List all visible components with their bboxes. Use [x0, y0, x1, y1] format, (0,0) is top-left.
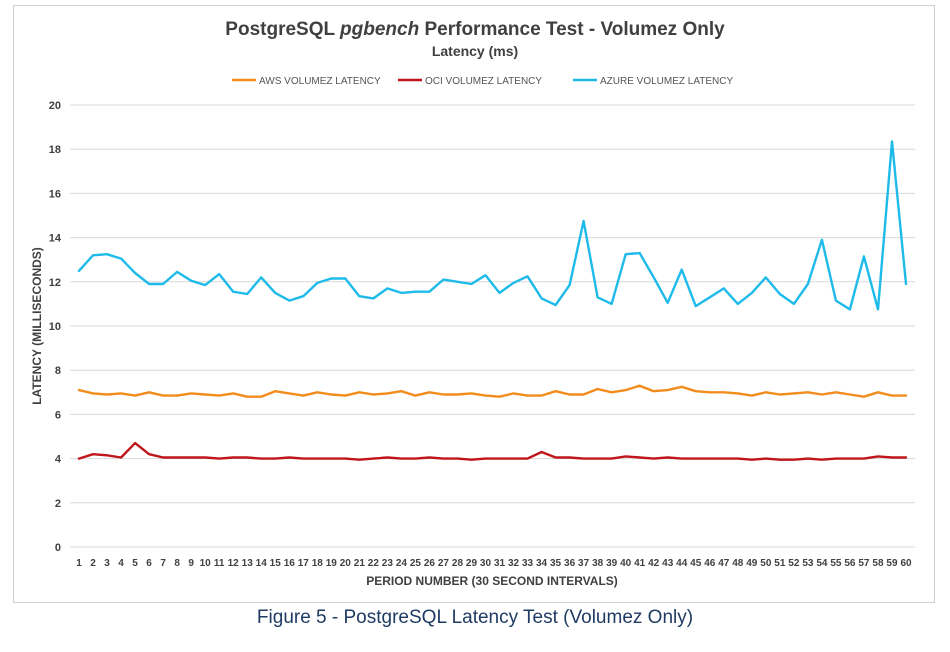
- x-tick-label: 50: [760, 558, 772, 569]
- x-tick-label: 10: [200, 558, 212, 569]
- x-tick-label: 46: [704, 558, 716, 569]
- x-tick-label: 2: [90, 558, 96, 569]
- x-tick-label: 20: [340, 558, 352, 569]
- x-tick-label: 41: [634, 558, 646, 569]
- x-tick-label: 26: [424, 558, 436, 569]
- x-tick-label: 9: [188, 558, 194, 569]
- x-tick-label: 1: [76, 558, 82, 569]
- chart-subtitle: Latency (ms): [431, 43, 519, 59]
- x-tick-label: 48: [732, 558, 744, 569]
- x-tick-label: 38: [592, 558, 604, 569]
- x-tick-label: 60: [900, 558, 912, 569]
- chart-title-prefix: PostgreSQL: [225, 19, 341, 40]
- x-tick-label: 30: [480, 558, 492, 569]
- x-tick-label: 21: [354, 558, 366, 569]
- x-tick-label: 51: [774, 558, 786, 569]
- series-line-oci-volumez-latency: [77, 441, 908, 461]
- x-tick-label: 52: [788, 558, 800, 569]
- x-tick-label: 27: [438, 558, 450, 569]
- y-tick-label: 6: [55, 409, 61, 421]
- y-tick-label: 8: [55, 365, 61, 377]
- x-tick-label: 33: [522, 558, 534, 569]
- x-tick-label: 7: [160, 558, 166, 569]
- x-tick-label: 8: [174, 558, 180, 569]
- x-tick-label: 3: [104, 558, 110, 569]
- x-tick-label: 6: [146, 558, 152, 569]
- x-tick-label: 45: [690, 558, 702, 569]
- x-tick-label: 5: [132, 558, 138, 569]
- x-tick-label: 44: [676, 558, 688, 569]
- y-tick-label: 12: [49, 277, 61, 289]
- x-tick-label: 35: [550, 558, 562, 569]
- x-tick-label: 12: [228, 558, 240, 569]
- x-tick-label: 53: [802, 558, 814, 569]
- x-tick-label: 18: [312, 558, 324, 569]
- y-tick-label: 20: [49, 100, 61, 112]
- x-tick-label: 55: [830, 558, 842, 569]
- x-tick-label: 47: [718, 558, 730, 569]
- y-tick-label: 4: [55, 454, 62, 466]
- x-tick-label: 19: [326, 558, 338, 569]
- y-tick-label: 0: [55, 542, 61, 554]
- chart-title-emphasis: pgbench: [340, 19, 420, 40]
- series-line-azure-volumez-latency: [77, 140, 908, 311]
- x-tick-label: 58: [872, 558, 884, 569]
- y-tick-label: 18: [49, 144, 61, 156]
- x-tick-label: 39: [606, 558, 618, 569]
- legend-label: AWS VOLUMEZ LATENCY: [259, 76, 381, 87]
- x-tick-label: 56: [844, 558, 856, 569]
- x-tick-label: 57: [858, 558, 870, 569]
- x-axis-ticks: 1 2 3 4 5 6 7 8 9 10 11 12 13 14 15 16 17 18 19 20 21 22 23 24 2…: [76, 558, 912, 569]
- y-tick-label: 14: [49, 233, 62, 245]
- legend: AWS VOLUMEZ LATENCY OCI VOLUMEZ LATENCY AZ…: [232, 76, 733, 87]
- x-tick-label: 17: [298, 558, 310, 569]
- x-tick-label: 22: [368, 558, 380, 569]
- y-tick-label: 2: [55, 498, 61, 510]
- x-axis-label: PERIOD NUMBER (30 SECOND INTERVALS): [366, 574, 618, 588]
- x-tick-label: 40: [620, 558, 632, 569]
- chart-title: PostgreSQL pgbench Performance Test - Vo…: [0, 19, 950, 41]
- chart-title-suffix: Performance Test - Volumez Only: [419, 19, 725, 40]
- x-tick-label: 49: [746, 558, 758, 569]
- x-tick-label: 11: [214, 558, 225, 569]
- legend-label: AZURE VOLUMEZ LATENCY: [600, 76, 733, 87]
- x-tick-label: 25: [410, 558, 422, 569]
- x-tick-label: 23: [382, 558, 394, 569]
- x-tick-label: 59: [886, 558, 898, 569]
- x-tick-label: 43: [662, 558, 674, 569]
- y-tick-label: 16: [49, 188, 61, 200]
- x-tick-label: 37: [578, 558, 590, 569]
- gridlines: [70, 104, 915, 548]
- x-tick-label: 32: [508, 558, 520, 569]
- x-tick-label: 14: [256, 558, 268, 569]
- y-tick-label: 10: [49, 321, 61, 333]
- x-tick-label: 34: [536, 558, 548, 569]
- series-lines: [77, 140, 908, 461]
- x-tick-label: 28: [452, 558, 464, 569]
- y-axis-label: LATENCY (MILLISECONDS): [30, 247, 44, 405]
- x-tick-label: 15: [270, 558, 282, 569]
- x-tick-label: 31: [494, 558, 506, 569]
- legend-label: OCI VOLUMEZ LATENCY: [425, 76, 542, 87]
- figure-caption: Figure 5 - PostgreSQL Latency Test (Volu…: [256, 607, 694, 628]
- x-tick-label: 42: [648, 558, 660, 569]
- x-tick-label: 16: [284, 558, 296, 569]
- x-tick-label: 54: [816, 558, 828, 569]
- x-tick-label: 13: [242, 558, 254, 569]
- y-axis-ticks: 0 2 4 6 8 10 12 14 16 18 20: [49, 100, 62, 554]
- series-line-aws-volumez-latency: [77, 384, 908, 398]
- x-tick-label: 4: [118, 558, 124, 569]
- x-tick-label: 24: [396, 558, 408, 569]
- x-tick-label: 29: [466, 558, 478, 569]
- x-tick-label: 36: [564, 558, 576, 569]
